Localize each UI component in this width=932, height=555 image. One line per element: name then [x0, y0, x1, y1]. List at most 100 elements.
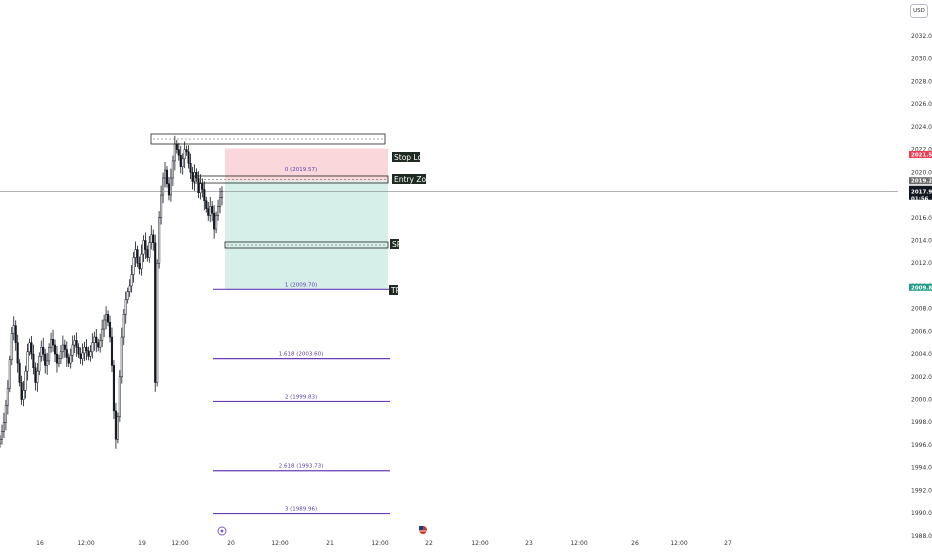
candle-body	[108, 322, 112, 338]
time-tick-label: 12:00	[271, 540, 288, 547]
supply-box[interactable]	[150, 133, 386, 145]
time-tick-label: 21	[326, 540, 334, 547]
candle	[116, 412, 119, 444]
candle-body	[14, 325, 17, 343]
candle-body	[93, 336, 96, 343]
time-tick-label: 12:00	[371, 540, 388, 547]
time-axis[interactable]: 16 12:00 19 12:00 20 12:00 21 12:00 22 12:00 23 12:…	[36, 540, 732, 547]
candle	[36, 363, 39, 392]
candle-body	[101, 328, 104, 341]
candle	[22, 381, 25, 407]
candle	[114, 402, 117, 449]
price-tick-label: 2014.00	[911, 237, 932, 244]
candle	[154, 234, 157, 392]
drawn-boxes[interactable]	[150, 133, 389, 249]
candle	[0, 424, 4, 445]
us-flag-event-icon[interactable]	[419, 526, 427, 534]
entry-zone-tag-text: Entry Zone	[394, 175, 436, 184]
candle	[65, 341, 68, 367]
candle-body	[118, 376, 121, 417]
candle	[173, 135, 176, 171]
candle	[0, 435, 2, 448]
candle-body	[53, 344, 57, 355]
price-tick-label: 2024.00	[911, 124, 932, 131]
sp-tag-bg	[390, 239, 399, 249]
price-tick-label: 2020.00	[911, 169, 932, 176]
time-tick-label: 12:00	[670, 540, 687, 547]
candle	[57, 354, 60, 368]
price-tick-label: 2016.00	[911, 215, 932, 222]
candle	[175, 139, 178, 154]
candle	[85, 339, 88, 361]
sp-box-border[interactable]	[224, 241, 389, 249]
candle-body	[134, 249, 137, 258]
fib-level[interactable]: 2.618 (1993.73)	[213, 464, 390, 472]
candle-body	[99, 340, 102, 348]
candle	[91, 333, 94, 359]
price-tick-label: 2006.00	[911, 328, 932, 335]
candle	[30, 336, 33, 360]
candle	[142, 235, 145, 263]
candle	[46, 352, 49, 375]
candle	[197, 171, 200, 199]
candle-body	[30, 342, 33, 355]
current-price-badge-bg	[909, 185, 932, 200]
fib-level[interactable]: 2 (1999.83)	[213, 394, 390, 403]
candle	[218, 187, 222, 214]
tp-price-badge: 2009.88	[909, 283, 932, 291]
candle	[83, 341, 86, 362]
candle	[28, 338, 31, 356]
fib-label: 1.618 (2003.60)	[279, 352, 324, 358]
candle	[158, 211, 161, 269]
price-axis[interactable]: 2032.00 2030.00 2028.00 2026.00 2024.00 2022.…	[911, 33, 932, 540]
candle	[71, 335, 74, 362]
price-tick-label: 1992.00	[911, 487, 932, 494]
currency-button[interactable]: USD	[910, 4, 928, 18]
tp-price-badge-bg	[909, 283, 932, 291]
stop-loss-zone	[225, 148, 388, 181]
candle-body	[36, 370, 39, 383]
candle-body	[42, 347, 45, 355]
fib-level[interactable]: 3 (1989.96)	[213, 507, 390, 515]
candle-body	[156, 262, 159, 383]
candle	[69, 348, 72, 369]
candle-body	[199, 183, 202, 194]
candle	[177, 142, 180, 161]
entry-box-border[interactable]	[193, 175, 389, 184]
candle	[51, 329, 55, 352]
candle-body	[130, 274, 133, 287]
entry-box[interactable]	[193, 175, 389, 184]
candle	[55, 346, 59, 373]
candle-body	[120, 336, 123, 378]
candle-body	[18, 362, 21, 383]
entry-price-badge-bg	[909, 177, 932, 185]
annotation-tags: Stop Loss Entry Zone SP TP	[389, 152, 436, 295]
candle-body	[124, 299, 127, 315]
fib-extension[interactable]: 0 (2019.57) 1 (2009.70) 1.618 (2003.60) 2 (…	[213, 167, 390, 515]
candle-body	[183, 149, 186, 159]
candle-body	[218, 197, 222, 207]
event-icons[interactable]	[217, 526, 427, 536]
candle-body	[61, 344, 64, 353]
tp-tag-text: TP	[390, 286, 401, 295]
candle-body	[122, 314, 125, 338]
dividend-event-icon[interactable]	[217, 526, 227, 536]
current-price-badge: 2017.9901:56	[909, 185, 932, 202]
candle-body	[136, 249, 139, 264]
time-tick-label: 22	[425, 540, 433, 547]
candle-body	[2, 421, 5, 432]
candle-body	[146, 249, 149, 258]
countdown-text: 01:56	[911, 196, 929, 202]
fib-level[interactable]: 0 (2019.57)	[285, 167, 317, 173]
entry-zone-tag-bg	[392, 174, 426, 184]
candle	[50, 332, 53, 353]
fib-level[interactable]: 1 (2009.70)	[213, 282, 390, 290]
sp-box[interactable]	[224, 241, 389, 249]
candle-body	[48, 347, 51, 362]
candle	[220, 186, 224, 206]
fib-level[interactable]: 1.618 (2003.60)	[213, 352, 390, 360]
supply-box-border[interactable]	[150, 133, 386, 145]
dividend-event-icon-dot	[220, 529, 224, 533]
